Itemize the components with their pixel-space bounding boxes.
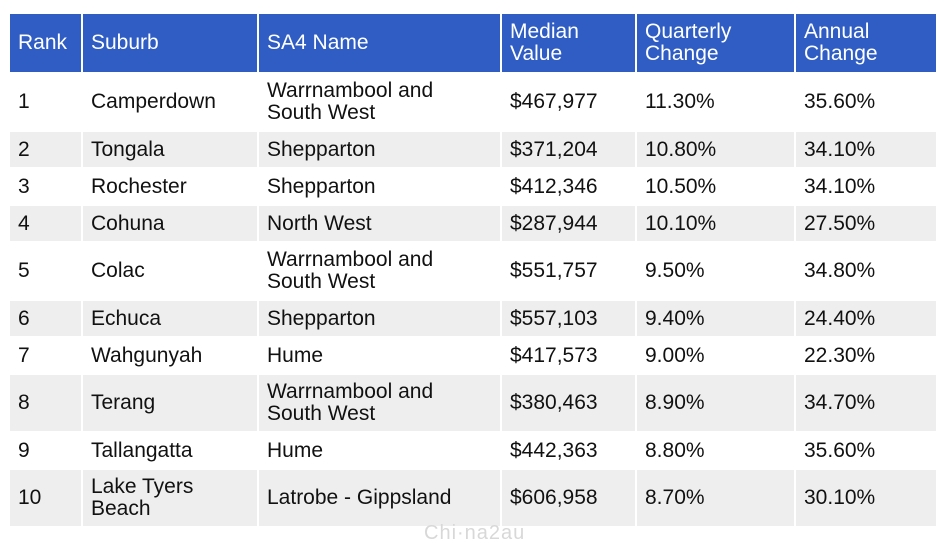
- cell-rank: 7: [10, 337, 83, 375]
- cell-rank: 1: [10, 73, 83, 132]
- table-row: 7 Wahgunyah Hume $417,573 9.00% 22.30%: [10, 337, 936, 375]
- table-row: 1 Camperdown Warrnambool and South West …: [10, 73, 936, 132]
- header-sa4-name: SA4 Name: [258, 14, 502, 74]
- cell-suburb: Colac: [82, 242, 259, 301]
- cell-annual-change: 35.60%: [795, 73, 936, 132]
- table-header-row: Rank Suburb SA4 Name Median Value Quarte…: [10, 14, 936, 74]
- table-row: 4 Cohuna North West $287,944 10.10% 27.5…: [10, 205, 936, 243]
- cell-suburb: Tongala: [82, 131, 259, 169]
- cell-median-value: $371,204: [501, 131, 637, 169]
- cell-median-value: $412,346: [501, 168, 637, 206]
- cell-rank: 2: [10, 131, 83, 169]
- cell-rank: 6: [10, 300, 83, 338]
- cell-quarterly-change: 9.00%: [636, 337, 796, 375]
- cell-suburb: Cohuna: [82, 205, 259, 243]
- cell-quarterly-change: 8.80%: [636, 432, 796, 470]
- cell-suburb: Echuca: [82, 300, 259, 338]
- cell-annual-change: 34.10%: [795, 168, 936, 206]
- cell-sa4-name: North West: [258, 205, 502, 243]
- cell-sa4-name: Shepparton: [258, 300, 502, 338]
- cell-annual-change: 34.70%: [795, 374, 936, 433]
- cell-rank: 4: [10, 205, 83, 243]
- cell-sa4-name: Hume: [258, 337, 502, 375]
- table-row: 5 Colac Warrnambool and South West $551,…: [10, 242, 936, 301]
- cell-sa4-name: Hume: [258, 432, 502, 470]
- cell-sa4-name: Warrnambool and South West: [258, 242, 502, 301]
- cell-annual-change: 22.30%: [795, 337, 936, 375]
- cell-rank: 5: [10, 242, 83, 301]
- cell-annual-change: 30.10%: [795, 469, 936, 528]
- cell-suburb: Terang: [82, 374, 259, 433]
- cell-quarterly-change: 10.80%: [636, 131, 796, 169]
- cell-quarterly-change: 9.40%: [636, 300, 796, 338]
- cell-suburb: Rochester: [82, 168, 259, 206]
- cell-median-value: $551,757: [501, 242, 637, 301]
- table-row: 10 Lake Tyers Beach Latrobe - Gippsland …: [10, 469, 936, 528]
- cell-suburb: Wahgunyah: [82, 337, 259, 375]
- cell-sa4-name: Shepparton: [258, 131, 502, 169]
- table-row: 6 Echuca Shepparton $557,103 9.40% 24.40…: [10, 300, 936, 338]
- cell-quarterly-change: 10.10%: [636, 205, 796, 243]
- cell-median-value: $417,573: [501, 337, 637, 375]
- cell-annual-change: 34.10%: [795, 131, 936, 169]
- watermark: Chi·na2au: [424, 522, 526, 544]
- header-median-value: Median Value: [501, 14, 637, 74]
- cell-median-value: $467,977: [501, 73, 637, 132]
- header-rank: Rank: [10, 14, 83, 74]
- cell-quarterly-change: 9.50%: [636, 242, 796, 301]
- table-row: 2 Tongala Shepparton $371,204 10.80% 34.…: [10, 131, 936, 169]
- cell-quarterly-change: 8.90%: [636, 374, 796, 433]
- cell-suburb: Lake Tyers Beach: [82, 469, 259, 528]
- suburb-ranking-table: Rank Suburb SA4 Name Median Value Quarte…: [10, 14, 936, 528]
- cell-annual-change: 34.80%: [795, 242, 936, 301]
- cell-suburb: Tallangatta: [82, 432, 259, 470]
- cell-rank: 3: [10, 168, 83, 206]
- cell-quarterly-change: 10.50%: [636, 168, 796, 206]
- cell-sa4-name: Warrnambool and South West: [258, 374, 502, 433]
- cell-median-value: $557,103: [501, 300, 637, 338]
- cell-sa4-name: Warrnambool and South West: [258, 73, 502, 132]
- cell-annual-change: 27.50%: [795, 205, 936, 243]
- table-row: 8 Terang Warrnambool and South West $380…: [10, 374, 936, 433]
- cell-rank: 8: [10, 374, 83, 433]
- cell-quarterly-change: 8.70%: [636, 469, 796, 528]
- cell-quarterly-change: 11.30%: [636, 73, 796, 132]
- cell-rank: 9: [10, 432, 83, 470]
- cell-annual-change: 24.40%: [795, 300, 936, 338]
- cell-median-value: $606,958: [501, 469, 637, 528]
- table-row: 9 Tallangatta Hume $442,363 8.80% 35.60%: [10, 432, 936, 470]
- header-quarterly-change: Quarterly Change: [636, 14, 796, 74]
- cell-sa4-name: Shepparton: [258, 168, 502, 206]
- cell-annual-change: 35.60%: [795, 432, 936, 470]
- cell-sa4-name: Latrobe - Gippsland: [258, 469, 502, 528]
- table-row: 3 Rochester Shepparton $412,346 10.50% 3…: [10, 168, 936, 206]
- header-suburb: Suburb: [82, 14, 259, 74]
- cell-suburb: Camperdown: [82, 73, 259, 132]
- cell-median-value: $380,463: [501, 374, 637, 433]
- header-annual-change: Annual Change: [795, 14, 936, 74]
- cell-rank: 10: [10, 469, 83, 528]
- cell-median-value: $287,944: [501, 205, 637, 243]
- cell-median-value: $442,363: [501, 432, 637, 470]
